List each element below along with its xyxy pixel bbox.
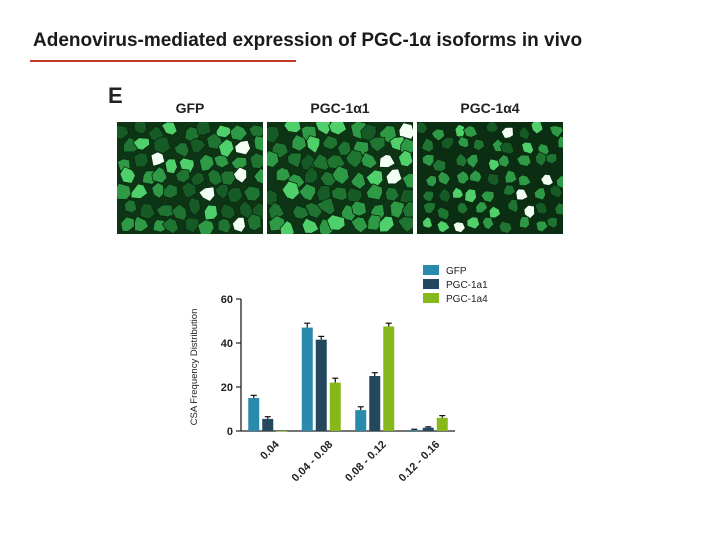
image-label-gfp: GFP (175, 100, 205, 116)
legend-swatch-gfp (423, 265, 439, 275)
legend-label: PGC-1a4 (446, 294, 488, 305)
bar-pgc-1a1-0 (262, 418, 274, 431)
y-tick-label: 60 (221, 294, 233, 306)
bar-pgc-1a4-0 (276, 431, 288, 432)
x-tick-label: 0.08 - 0.12 (343, 439, 389, 485)
y-tick-label: 20 (221, 382, 233, 394)
bar-pgc-1a4-1 (329, 382, 341, 431)
slide-title: Adenovirus-mediated expression of PGC-1α… (33, 30, 583, 51)
legend-swatch-pgc-1a1 (423, 279, 439, 289)
bar-gfp-1 (301, 327, 313, 431)
y-axis-label: CSA Frequency Distribution (189, 309, 200, 426)
bar-pgc-1a1-3 (422, 427, 434, 431)
bar-pgc-1a4-2 (383, 326, 395, 431)
bar-gfp-0 (248, 398, 260, 431)
micrograph-pgc1a4 (417, 122, 563, 234)
x-tick-label: 0.04 (258, 438, 282, 462)
bar-pgc-1a1-2 (369, 376, 381, 431)
bar-gfp-3 (408, 429, 420, 431)
micrograph-pgc1a1 (267, 122, 413, 234)
image-label-pgc1a4: PGC-1α4 (460, 100, 520, 116)
title-underline (30, 60, 296, 62)
legend-swatch-pgc-1a4 (423, 293, 439, 303)
legend-label: PGC-1a1 (446, 280, 488, 291)
x-tick-label: 0.12 - 0.16 (397, 439, 443, 485)
bar-pgc-1a1-1 (315, 339, 327, 431)
y-tick-label: 40 (221, 338, 233, 350)
x-tick-label: 0.04 - 0.08 (290, 439, 336, 485)
y-tick-label: 0 (227, 426, 233, 438)
micrograph-gfp (117, 122, 263, 234)
bar-pgc-1a4-3 (436, 417, 448, 431)
legend-label: GFP (446, 266, 467, 277)
bar-gfp-2 (355, 410, 367, 431)
panel-letter: E (108, 83, 123, 108)
image-label-pgc1a1: PGC-1α1 (310, 100, 370, 116)
